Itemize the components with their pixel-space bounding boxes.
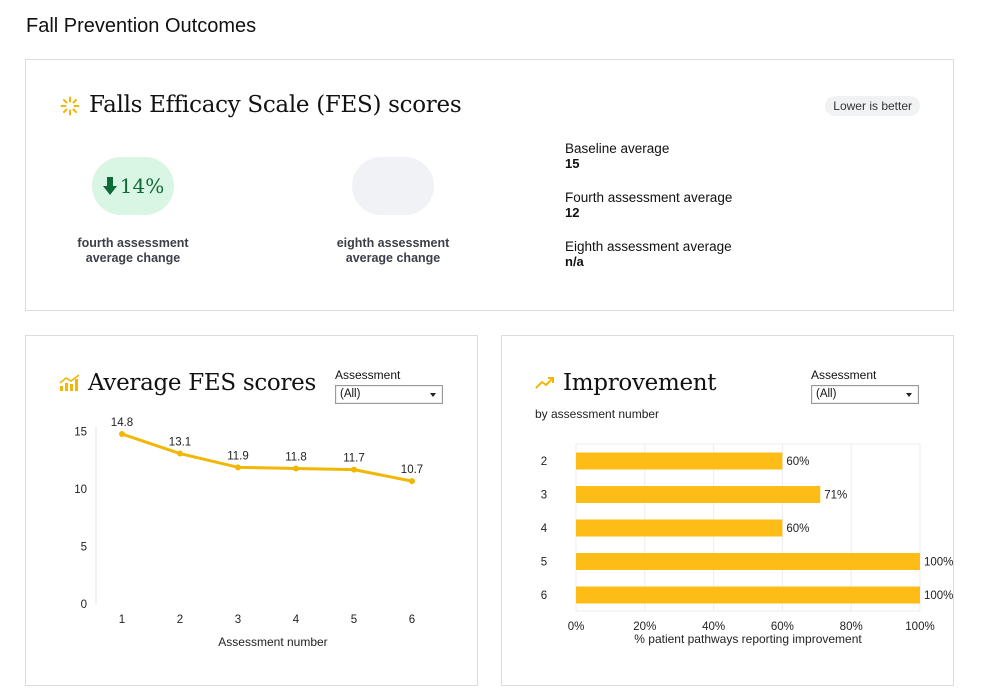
y-tick-label: 15 <box>74 427 87 439</box>
lower-is-better-badge: Lower is better <box>825 96 920 116</box>
improvement-heading: Improvement <box>563 370 717 396</box>
y-tick-label: 10 <box>74 484 87 496</box>
y-category-label: 4 <box>541 523 548 535</box>
x-tick-label: 3 <box>235 614 241 626</box>
y-category-label: 3 <box>541 490 547 502</box>
data-point <box>351 466 357 473</box>
x-tick-label: 2 <box>177 614 183 626</box>
assessment-filter-dropdown[interactable]: (All) <box>811 385 919 404</box>
x-tick-label: 1 <box>119 614 125 626</box>
bar-value-label: 60% <box>786 456 809 468</box>
baseline-average-label: Baseline average <box>565 141 670 156</box>
improvement-card: Improvement by assessment number Assessm… <box>501 335 954 686</box>
fourth-assessment-change-value: 14% <box>119 174 165 198</box>
data-label: 11.9 <box>227 450 249 462</box>
data-label: 11.7 <box>343 453 365 465</box>
bar-value-label: 60% <box>786 523 809 535</box>
improvement-subtitle: by assessment number <box>535 407 660 421</box>
data-point <box>235 464 241 471</box>
fourth-assessment-average-value: 12 <box>565 205 580 220</box>
improvement-bar <box>576 586 920 604</box>
improvement-bar <box>576 519 783 537</box>
eighth-assessment-change-caption: eighth assessment average change <box>313 236 473 266</box>
eighth-assessment-average-label: Eighth assessment average <box>565 239 732 254</box>
data-point <box>119 431 125 438</box>
x-tick-label: 4 <box>293 614 300 626</box>
chevron-down-icon <box>430 393 436 397</box>
caption-line: average change <box>345 251 441 265</box>
chevron-down-icon <box>906 393 912 397</box>
x-tick-label: 5 <box>351 614 357 626</box>
x-axis-title: % patient pathways reporting improvement <box>634 632 862 646</box>
improvement-bar-chart: 2 60% 3 71% 4 60% 5 100% 6 100% 0% 20% 40% 60% 80% 100%… <box>541 443 953 646</box>
caption-line: eighth assessment <box>336 236 450 250</box>
x-tick-label: 0% <box>568 621 585 633</box>
assessment-filter-dropdown[interactable]: (All) <box>335 385 443 404</box>
page-title: Fall Prevention Outcomes <box>26 15 257 37</box>
data-point <box>409 478 415 485</box>
average-fes-scores-card: Average FES scores Assessment (All) 0 5 10… <box>25 335 478 686</box>
x-tick-label: 6 <box>409 614 415 626</box>
y-category-label: 2 <box>541 456 547 468</box>
data-label: 11.8 <box>285 451 307 463</box>
x-tick-label: 80% <box>840 621 863 633</box>
trend-up-icon <box>535 377 554 389</box>
y-category-label: 5 <box>541 557 547 569</box>
baseline-average-value: 15 <box>565 156 580 171</box>
x-tick-label: 40% <box>702 621 725 633</box>
x-tick-label: 100% <box>905 621 934 633</box>
data-point <box>177 450 183 457</box>
bar-value-label: 100% <box>924 590 953 602</box>
bar-value-label: 100% <box>924 557 953 569</box>
data-label: 10.7 <box>401 464 423 476</box>
arrow-down-icon <box>102 177 117 195</box>
bar-chart-icon <box>59 374 80 391</box>
improvement-bar <box>576 486 821 503</box>
average-fes-heading: Average FES scores <box>88 370 316 396</box>
fourth-assessment-change-caption: fourth assessment average change <box>53 236 213 266</box>
improvement-bar <box>576 553 920 570</box>
data-label: 13.1 <box>169 437 191 449</box>
x-axis-title: Assessment number <box>218 635 327 649</box>
eighth-assessment-change-kpi <box>352 157 434 215</box>
eighth-assessment-average-value: n/a <box>565 254 584 269</box>
fes-scores-card: Falls Efficacy Scale (FES) scores Lower … <box>25 59 954 311</box>
y-tick-label: 0 <box>81 599 87 611</box>
caption-line: fourth assessment <box>77 236 189 250</box>
y-category-label: 6 <box>541 590 547 602</box>
fourth-assessment-average-label: Fourth assessment average <box>565 190 733 205</box>
y-tick-label: 5 <box>81 542 87 554</box>
average-fes-line-chart: 0 5 10 15 14.8 13.1 11.9 11.8 11.7 10.7 1 2 3 4 5 6 Asse… <box>74 417 423 649</box>
data-label: 14.8 <box>111 417 133 429</box>
caption-line: average change <box>85 251 181 265</box>
improvement-bar <box>576 452 783 470</box>
x-tick-label: 60% <box>771 621 794 633</box>
assessment-filter-label: Assessment <box>811 368 877 382</box>
sparkle-icon <box>60 96 80 116</box>
fourth-assessment-change-kpi: 14% <box>92 157 174 215</box>
x-tick-label: 20% <box>633 621 656 633</box>
fes-card-heading: Falls Efficacy Scale (FES) scores <box>89 92 462 118</box>
assessment-filter-value: (All) <box>340 388 361 400</box>
data-point <box>293 465 299 472</box>
fes-series-line <box>121 432 413 483</box>
assessment-filter-value: (All) <box>816 388 837 400</box>
assessment-filter-label: Assessment <box>335 368 401 382</box>
bar-value-label: 71% <box>824 490 847 502</box>
